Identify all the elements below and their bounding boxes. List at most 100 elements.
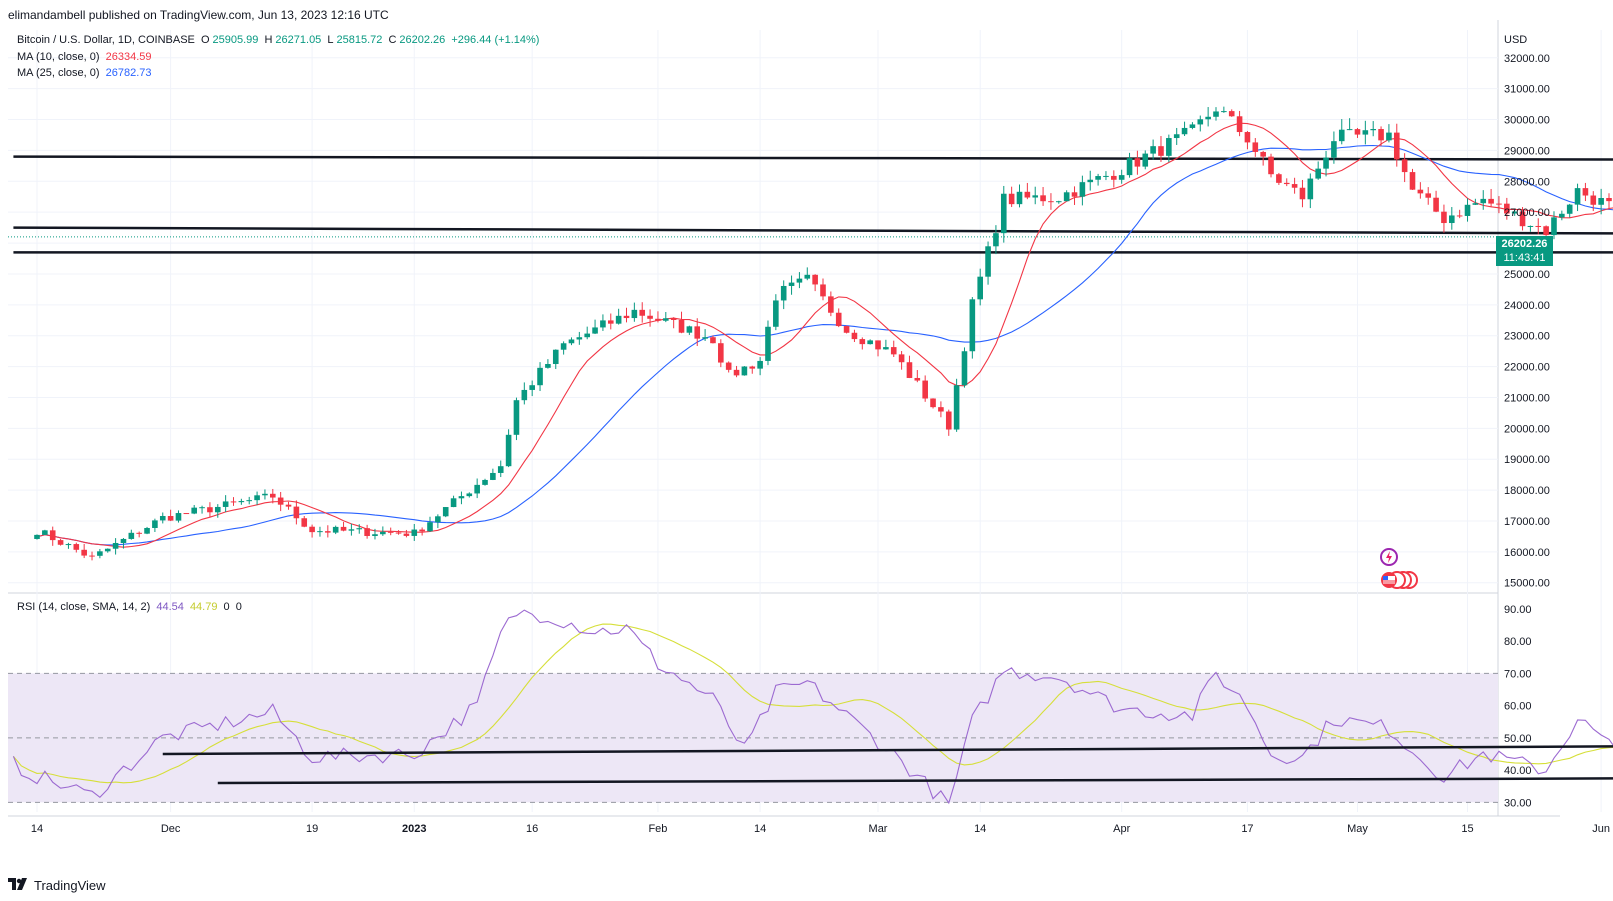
candle-body [1331, 141, 1337, 158]
candle-body [112, 542, 119, 549]
candle-body [749, 366, 756, 369]
price-tick-label: 23000.00 [1504, 331, 1550, 343]
candle-body [364, 528, 370, 536]
candle-body [615, 315, 622, 324]
candle-body [1338, 129, 1345, 142]
candle-body [1606, 198, 1612, 202]
candle-body [631, 309, 638, 319]
candle-body [246, 500, 253, 502]
candle-body [1063, 192, 1070, 202]
candle-body [545, 364, 551, 368]
legend-change: +296.44 (+1.14%) [451, 34, 540, 46]
candle-body [1197, 119, 1204, 125]
legend-low-label: L [327, 34, 334, 46]
candle-body [395, 532, 402, 534]
ma10-line [36, 122, 1613, 548]
price-tick-label: 15000.00 [1504, 578, 1550, 590]
candle-body [1566, 204, 1573, 214]
candle-body [1291, 184, 1298, 188]
candle-body [1401, 159, 1408, 173]
price-tick-label: 25000.00 [1504, 269, 1550, 281]
candle-body [961, 351, 968, 386]
rsi-tick-label: 70.00 [1504, 668, 1532, 680]
price-tick-label: 24000.00 [1504, 300, 1550, 312]
candle-body [663, 318, 669, 321]
candle-body [466, 493, 473, 497]
candle-body [906, 362, 913, 378]
rsi-tick-label: 40.00 [1504, 765, 1532, 777]
time-tick-label: 19 [306, 823, 318, 835]
economic-events-icon[interactable] [1377, 570, 1421, 590]
candle-body [89, 555, 95, 557]
candle-body [1056, 201, 1062, 203]
candle-body [1228, 111, 1235, 117]
legend-rsi-sma-value: 44.79 [189, 601, 218, 613]
candle-body [1016, 191, 1023, 205]
candle-body [34, 534, 40, 539]
candle-body [537, 367, 543, 386]
candle-body [175, 513, 182, 521]
legend-rsi-value: 44.54 [156, 601, 184, 613]
candle-body [403, 533, 410, 536]
price-tick-label: 17000.00 [1504, 516, 1550, 528]
legend-close-label: C [388, 34, 397, 46]
price-tick-label: 29000.00 [1504, 145, 1550, 157]
candle-body [647, 315, 653, 319]
candle-body [42, 530, 48, 535]
candle-body [411, 529, 418, 536]
candle-body [1504, 203, 1510, 214]
candle-body [765, 326, 771, 361]
last-price-tag: 26202.26 11:43:41 [1496, 236, 1553, 266]
candle-body [497, 466, 504, 473]
candle-body [607, 320, 614, 324]
candle-body [1236, 116, 1243, 133]
ma25-polyline [36, 144, 1613, 546]
candle-body [387, 531, 394, 533]
candle-body [568, 339, 575, 344]
price-tick-label: 32000.00 [1504, 53, 1550, 65]
brand-name: TradingView [34, 878, 106, 893]
candle-body [442, 507, 449, 517]
candle-body [1158, 146, 1164, 156]
candle-body [372, 534, 378, 536]
candle-body [1519, 211, 1526, 227]
lightning-icon[interactable] [1379, 547, 1399, 567]
rsi-tick-label: 30.00 [1504, 797, 1532, 809]
candle-body [788, 282, 795, 286]
candle-body [1472, 203, 1479, 205]
candle-body [1071, 192, 1078, 197]
candle-body [584, 333, 590, 338]
candle-body [458, 496, 465, 499]
candle-body [1441, 211, 1447, 224]
candle-body [686, 326, 693, 333]
brand-footer[interactable]: TradingView [8, 878, 106, 893]
candle-body [1598, 198, 1604, 205]
candle-body [945, 411, 952, 430]
legend-ohlc: Bitcoin / U.S. Dollar, 1D, COINBASE O 259… [17, 34, 542, 46]
candle-body [938, 407, 944, 412]
candle-body [1393, 132, 1400, 160]
candle-body [820, 284, 826, 297]
candle-body [1181, 127, 1188, 135]
candle-body [1173, 134, 1180, 139]
candle-body [1417, 189, 1424, 194]
candle-body [427, 522, 433, 532]
candle-body [277, 497, 284, 505]
legend-ma10-value: 26334.59 [105, 51, 152, 63]
candle-body [1205, 116, 1211, 120]
candle-body [1543, 226, 1549, 236]
candle-body [230, 501, 237, 503]
candle-body [1378, 129, 1384, 141]
candle-body [1488, 198, 1494, 204]
candle-body [1425, 193, 1432, 198]
currency-label: USD [1504, 34, 1527, 46]
candle-body [1346, 129, 1353, 131]
candle-body [678, 319, 685, 333]
candle-body [199, 507, 205, 509]
candle-body [128, 532, 135, 539]
candle-body [1040, 195, 1046, 202]
candle-body [1126, 158, 1133, 176]
candle-body [1527, 225, 1534, 227]
candle-body [97, 551, 103, 556]
